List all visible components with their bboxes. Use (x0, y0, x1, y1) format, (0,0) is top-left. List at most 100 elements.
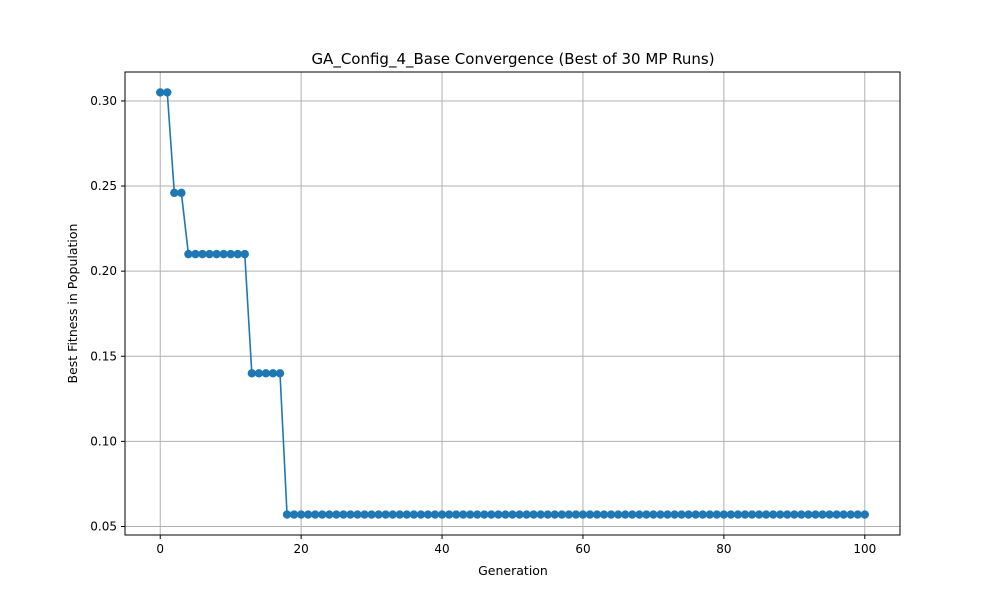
x-tick-label: 0 (156, 542, 164, 556)
x-axis-ticks: 0 20 40 60 80 100 (156, 535, 876, 556)
grid-layer (125, 72, 900, 535)
data-point (311, 510, 320, 519)
data-point (649, 510, 658, 519)
data-point (564, 510, 574, 519)
data-point (381, 510, 390, 519)
y-tick-label: 0.15 (90, 349, 117, 363)
data-point (698, 510, 707, 519)
plot-frame (124, 71, 901, 536)
data-point (656, 510, 665, 519)
data-point (444, 510, 454, 519)
data-point (550, 510, 559, 519)
data-point (712, 510, 722, 519)
data-point (332, 510, 341, 519)
data-point (360, 510, 369, 519)
data-point (430, 510, 440, 519)
data-point (261, 369, 271, 378)
data-point (628, 510, 637, 519)
data-point (339, 510, 348, 519)
data-point (275, 369, 285, 378)
data-point (451, 510, 461, 519)
data-point (233, 249, 242, 259)
y-tick-label: 0.30 (90, 94, 117, 108)
data-point (529, 510, 538, 519)
y-tick-label: 0.10 (90, 434, 117, 448)
data-point (395, 510, 404, 519)
data-point (691, 510, 700, 519)
data-point (804, 510, 813, 519)
y-tick-label: 0.25 (90, 179, 117, 193)
x-tick-label: 100 (853, 542, 876, 556)
data-point (473, 510, 482, 519)
data-point (832, 510, 841, 519)
data-point (684, 510, 693, 519)
series-markers (156, 88, 869, 519)
y-axis-ticks: 0.05 0.10 0.15 0.20 0.25 0.30 (90, 94, 125, 533)
x-axis-label: Generation (478, 563, 548, 578)
data-point (557, 510, 567, 519)
data-point (254, 369, 264, 378)
data-point (677, 510, 686, 519)
data-point (670, 510, 679, 519)
data-point (191, 249, 200, 259)
data-point (437, 510, 447, 519)
data-point (409, 510, 419, 519)
data-point (818, 510, 827, 519)
data-point (219, 249, 228, 259)
data-point (761, 510, 771, 519)
data-point (733, 510, 743, 519)
data-point (621, 510, 630, 519)
data-point (846, 510, 855, 519)
data-point (635, 510, 644, 519)
data-point (268, 369, 278, 378)
data-point (578, 510, 588, 519)
data-point (705, 510, 714, 519)
data-point (198, 249, 207, 259)
data-point (536, 510, 545, 519)
data-point (797, 510, 806, 519)
data-point (346, 510, 355, 519)
data-point (205, 249, 214, 259)
data-point (367, 510, 376, 519)
data-point (663, 510, 672, 519)
data-point (212, 249, 221, 259)
data-point (515, 510, 524, 519)
data-point (480, 510, 489, 519)
data-point (543, 510, 552, 519)
data-point (825, 510, 834, 519)
data-point (296, 510, 306, 519)
data-point (571, 510, 581, 519)
data-point (642, 510, 651, 519)
data-point (522, 510, 531, 519)
data-point (318, 510, 327, 519)
data-point (768, 510, 778, 519)
data-point (466, 510, 475, 519)
data-point (282, 510, 292, 519)
data-point (790, 510, 799, 519)
data-point (289, 510, 299, 519)
data-point (592, 510, 602, 519)
x-tick-label: 20 (293, 542, 308, 556)
data-point (754, 510, 764, 519)
data-point (747, 510, 757, 519)
data-point (458, 510, 468, 519)
data-point (388, 510, 397, 519)
data-point (860, 510, 869, 519)
data-point (303, 510, 313, 519)
data-point (170, 188, 179, 198)
data-point (811, 510, 820, 519)
data-point (416, 510, 426, 519)
data-point (613, 510, 623, 519)
data-point (247, 369, 257, 378)
data-point (606, 510, 616, 519)
data-point (726, 510, 736, 519)
data-point (740, 510, 750, 519)
data-point (585, 510, 595, 519)
data-point (156, 88, 165, 97)
data-point (599, 510, 609, 519)
data-point (853, 510, 862, 519)
y-tick-label: 0.05 (90, 519, 117, 533)
data-point (783, 510, 792, 519)
